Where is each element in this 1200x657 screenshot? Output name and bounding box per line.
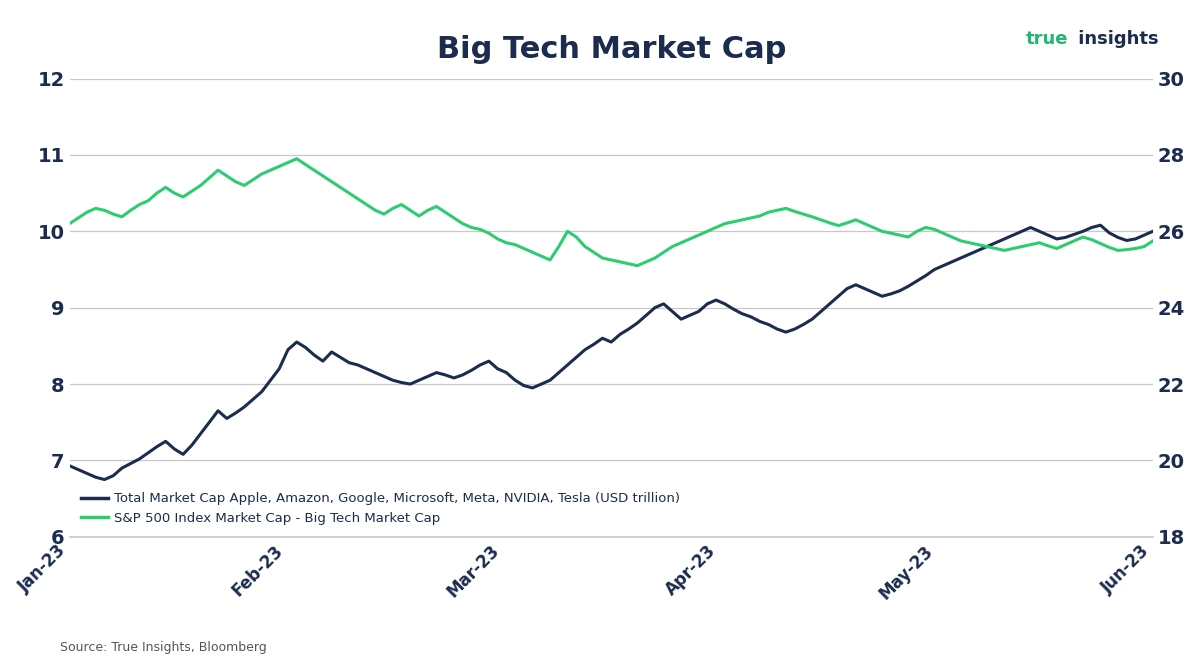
Text: insights: insights: [1072, 30, 1158, 47]
Text: Source: True Insights, Bloomberg: Source: True Insights, Bloomberg: [60, 641, 266, 654]
Text: true: true: [1026, 30, 1068, 47]
Legend: Total Market Cap Apple, Amazon, Google, Microsoft, Meta, NVIDIA, Tesla (USD tril: Total Market Cap Apple, Amazon, Google, …: [76, 487, 685, 530]
Title: Big Tech Market Cap: Big Tech Market Cap: [437, 35, 786, 64]
